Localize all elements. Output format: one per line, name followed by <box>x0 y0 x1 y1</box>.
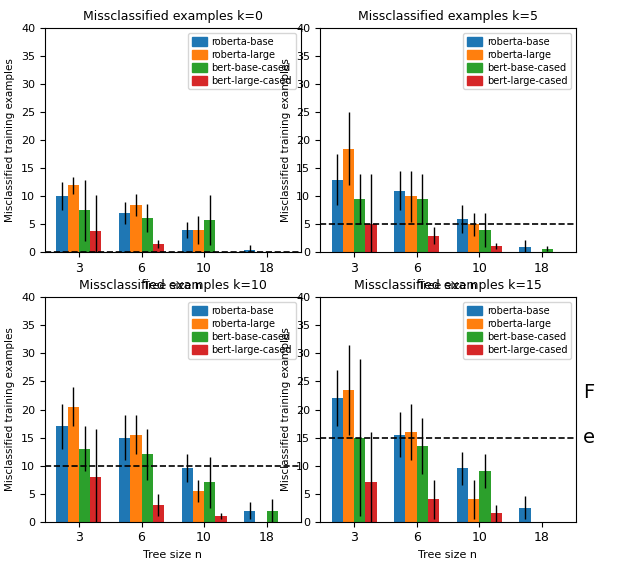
Bar <box>394 435 406 522</box>
Bar <box>490 513 502 522</box>
Bar <box>417 199 428 252</box>
Bar <box>354 199 365 252</box>
Bar <box>343 390 354 522</box>
Bar <box>119 438 131 522</box>
Y-axis label: Misclassified training examples: Misclassified training examples <box>280 328 291 491</box>
Bar <box>457 219 468 252</box>
Legend: roberta-base, roberta-large, bert-base-cased, bert-large-cased: roberta-base, roberta-large, bert-base-c… <box>188 302 296 358</box>
X-axis label: Tree size n: Tree size n <box>143 550 202 560</box>
Y-axis label: Misclassified training examples: Misclassified training examples <box>5 58 15 222</box>
Bar <box>153 505 164 522</box>
Bar <box>56 426 68 522</box>
Bar <box>343 149 354 252</box>
X-axis label: Tree size n: Tree size n <box>419 280 477 291</box>
Bar <box>119 213 131 252</box>
Y-axis label: Misclassified training examples: Misclassified training examples <box>5 328 15 491</box>
Bar <box>428 499 439 522</box>
Bar <box>365 224 377 252</box>
Bar <box>215 516 227 522</box>
Bar <box>182 230 193 252</box>
Bar <box>468 499 479 522</box>
Bar <box>90 231 102 252</box>
Bar <box>204 220 215 252</box>
Title: Missclassified examples k=15: Missclassified examples k=15 <box>354 279 542 292</box>
Bar <box>428 236 439 252</box>
Title: Missclassified examples k=10: Missclassified examples k=10 <box>79 279 267 292</box>
Bar <box>479 471 490 522</box>
Bar <box>479 230 490 252</box>
Bar <box>68 407 79 522</box>
Bar <box>468 224 479 252</box>
Bar <box>204 482 215 522</box>
X-axis label: Tree size n: Tree size n <box>419 550 477 560</box>
Bar <box>141 218 153 252</box>
Bar <box>332 398 343 522</box>
Bar <box>193 230 204 252</box>
Legend: roberta-base, roberta-large, bert-base-cased, bert-large-cased: roberta-base, roberta-large, bert-base-c… <box>463 33 571 89</box>
Bar <box>519 508 531 522</box>
Text: e: e <box>583 428 595 447</box>
Bar <box>141 454 153 522</box>
Bar <box>542 249 553 252</box>
Bar <box>131 435 141 522</box>
Title: Missclassified examples k=0: Missclassified examples k=0 <box>83 10 263 22</box>
Legend: roberta-base, roberta-large, bert-base-cased, bert-large-cased: roberta-base, roberta-large, bert-base-c… <box>463 302 571 358</box>
Bar <box>354 438 365 522</box>
Bar <box>68 185 79 252</box>
Bar <box>244 250 255 252</box>
Bar <box>56 196 68 252</box>
Bar <box>79 449 90 522</box>
Bar <box>406 432 417 522</box>
X-axis label: Tree size n: Tree size n <box>143 280 202 291</box>
Bar <box>332 180 343 252</box>
Text: F: F <box>583 383 595 402</box>
Bar <box>365 482 377 522</box>
Bar <box>193 491 204 522</box>
Bar <box>394 191 406 252</box>
Bar <box>267 511 278 522</box>
Bar <box>406 196 417 252</box>
Bar <box>131 205 141 252</box>
Bar <box>244 511 255 522</box>
Bar <box>153 244 164 252</box>
Bar <box>79 210 90 252</box>
Title: Missclassified examples k=5: Missclassified examples k=5 <box>358 10 538 22</box>
Legend: roberta-base, roberta-large, bert-base-cased, bert-large-cased: roberta-base, roberta-large, bert-base-c… <box>188 33 296 89</box>
Bar <box>457 468 468 522</box>
Y-axis label: Misclassified training examples: Misclassified training examples <box>280 58 291 222</box>
Bar <box>417 446 428 522</box>
Bar <box>182 468 193 522</box>
Bar <box>490 246 502 252</box>
Bar <box>90 477 102 522</box>
Bar <box>519 247 531 252</box>
